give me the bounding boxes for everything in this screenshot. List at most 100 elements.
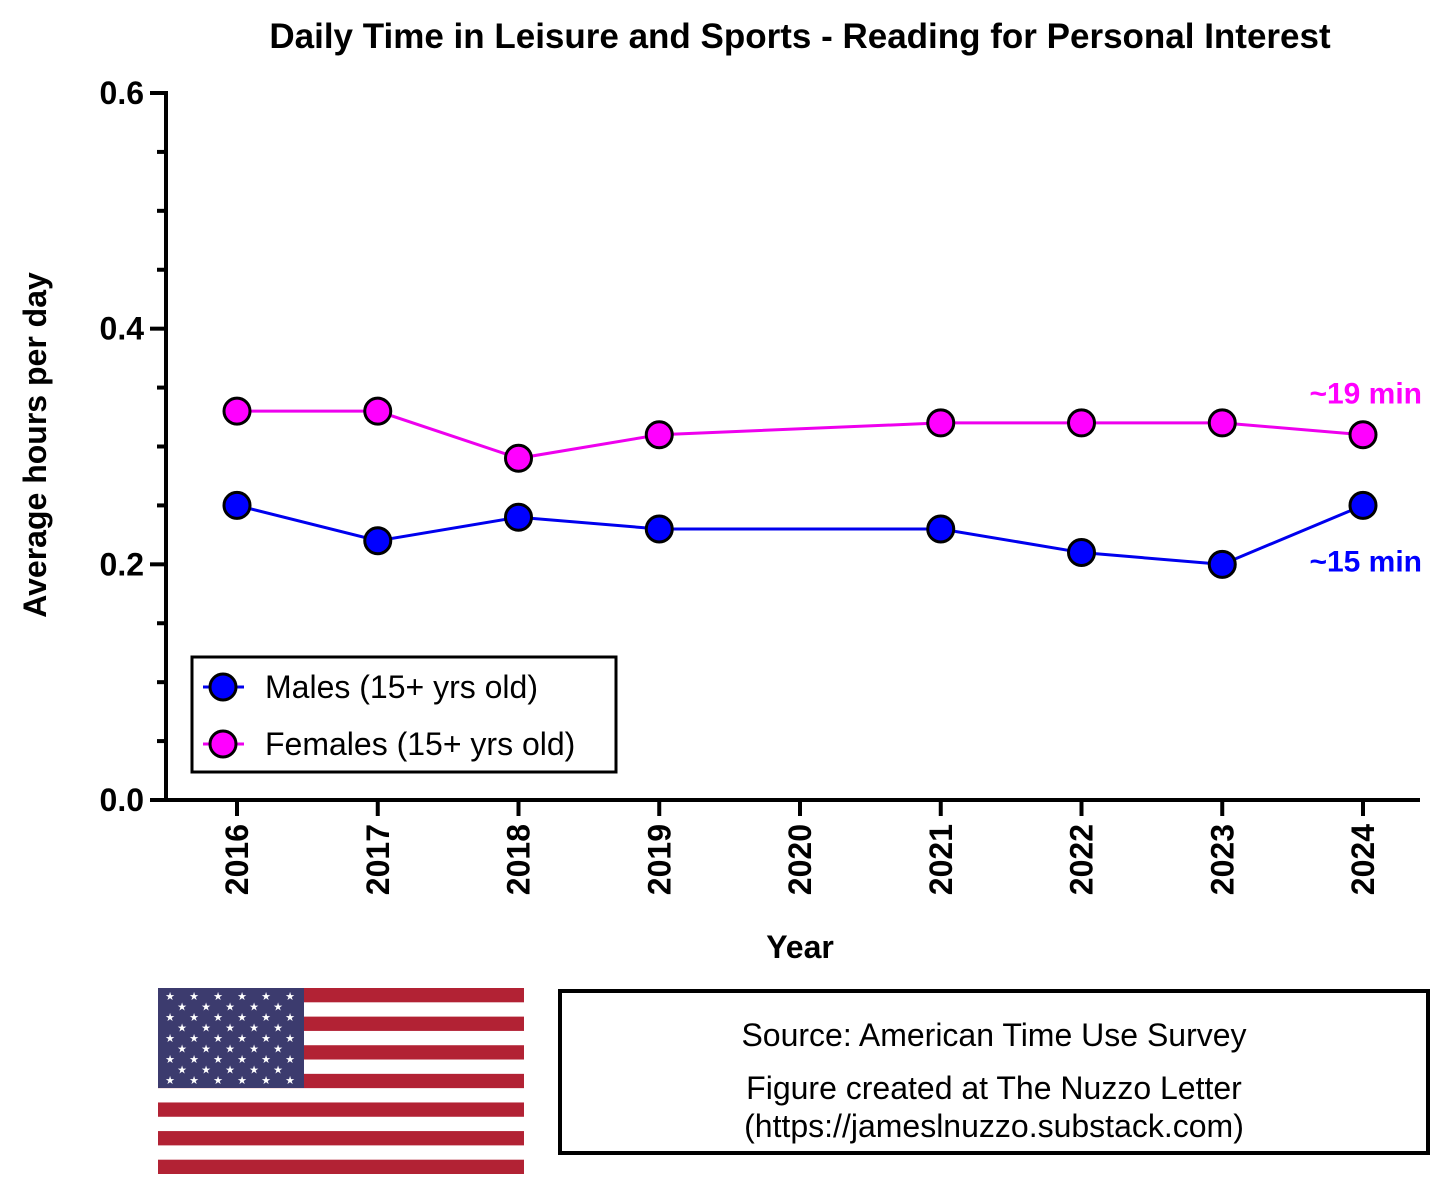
series-end-label: ~19 min [1309,378,1422,411]
series-end-label: ~15 min [1309,545,1422,578]
svg-text:★: ★ [225,1064,235,1077]
svg-text:★: ★ [213,1053,223,1066]
y-axis-title: Average hours per day [17,272,53,618]
svg-text:★: ★ [165,1032,175,1045]
svg-text:★: ★ [273,1043,283,1056]
svg-text:★: ★ [177,1001,187,1014]
x-tick-label: 2017 [360,824,396,895]
x-tick-label: 2023 [1204,824,1240,895]
credit-text: Figure created at The Nuzzo Letter [746,1070,1242,1106]
svg-text:★: ★ [237,1074,247,1087]
svg-text:★: ★ [165,990,175,1003]
data-point [222,490,252,520]
svg-text:★: ★ [225,1001,235,1014]
svg-text:★: ★ [165,1011,175,1024]
svg-text:★: ★ [285,1032,295,1045]
series-line [236,503,1364,566]
x-tick-label: 2020 [782,824,818,895]
svg-text:★: ★ [189,1053,199,1066]
svg-text:★: ★ [261,990,271,1003]
x-tick-label: 2024 [1345,824,1381,895]
svg-text:★: ★ [273,1022,283,1035]
data-point [1067,538,1096,568]
data-point [644,514,674,544]
legend-label: Males (15+ yrs old) [265,669,538,705]
legend-marker [208,672,238,702]
svg-text:★: ★ [201,1022,211,1035]
svg-text:★: ★ [249,1001,259,1014]
svg-text:★: ★ [237,1011,247,1024]
data-point [222,396,252,426]
series-line [237,409,1364,460]
svg-text:★: ★ [189,990,199,1003]
svg-text:★: ★ [285,1053,295,1066]
svg-text:★: ★ [213,1074,223,1087]
data-point [504,502,533,532]
y-tick-label: 0.6 [100,75,144,111]
svg-text:★: ★ [201,1043,211,1056]
svg-text:★: ★ [249,1043,259,1056]
svg-text:★: ★ [165,1053,175,1066]
x-tick-label: 2016 [219,824,255,895]
data-point [1067,408,1096,438]
svg-text:★: ★ [189,1011,199,1024]
svg-text:★: ★ [225,1043,235,1056]
data-point [644,420,674,450]
data-point [363,526,393,556]
svg-text:★: ★ [285,990,295,1003]
svg-text:★: ★ [249,1022,259,1035]
svg-text:★: ★ [261,1053,271,1066]
x-tick-label: 2018 [501,824,537,895]
y-tick-label: 0.0 [100,782,144,818]
legend-marker [208,729,238,759]
data-point [1207,408,1237,438]
svg-text:★: ★ [273,1001,283,1014]
legend: Males (15+ yrs old) Females (15+ yrs old) [190,655,618,774]
data-point [926,514,956,544]
credit-url: (https://jameslnuzzo.substack.com) [744,1108,1244,1144]
svg-text:★: ★ [261,1011,271,1024]
svg-text:★: ★ [177,1064,187,1077]
svg-text:★: ★ [213,1032,223,1045]
data-point [504,443,533,473]
svg-text:★: ★ [237,1053,247,1066]
svg-text:★: ★ [225,1022,235,1035]
data-point [926,408,956,438]
svg-text:★: ★ [213,1011,223,1024]
legend-label: Females (15+ yrs old) [265,726,575,762]
svg-text:★: ★ [189,1074,199,1087]
svg-text:★: ★ [273,1064,283,1077]
data-point [1348,420,1378,450]
legend-box [190,655,618,774]
svg-text:★: ★ [285,1011,295,1024]
data-point [363,396,393,426]
svg-text:★: ★ [261,1032,271,1045]
svg-text:★: ★ [201,1001,211,1014]
y-tick-label: 0.4 [100,311,145,347]
svg-text:★: ★ [237,990,247,1003]
axes: 0.0 0.2 0.4 0.6 2016 2017 2018 2019 2020 2021 2022… [100,75,1420,895]
series-layer: ~15 min ~19 min [222,378,1422,579]
svg-text:★: ★ [237,1032,247,1045]
data-point [1348,490,1378,520]
us-flag-icon: ★ ★ ★ ★ ★ ★★ ★ ★ ★ ★★ ★ ★ ★ ★ ★★ ★ ★ ★ ★★ ★ ★ ★ ★ ★★ ★ ★ ★ ★★ ★ ★ ★ ★ ★★… [158,988,524,1174]
x-tick-label: 2022 [1064,824,1100,895]
svg-text:★: ★ [249,1064,259,1077]
svg-text:★: ★ [177,1022,187,1035]
svg-text:★: ★ [189,1032,199,1045]
svg-text:★: ★ [285,1074,295,1087]
svg-text:★: ★ [177,1043,187,1056]
source-box: Source: American Time Use Survey Figure … [558,989,1430,1155]
svg-text:★: ★ [261,1074,271,1087]
line-chart: Daily Time in Leisure and Sports - Readi… [17,17,1422,965]
x-axis-title: Year [766,929,834,965]
source-text: Source: American Time Use Survey [741,1017,1247,1053]
chart-title: Daily Time in Leisure and Sports - Readi… [269,17,1331,56]
svg-text:★: ★ [165,1074,175,1087]
y-tick-label: 0.2 [100,546,144,582]
x-tick-label: 2021 [923,824,959,895]
x-tick-label: 2019 [641,824,677,895]
svg-text:★: ★ [213,990,223,1003]
svg-text:★: ★ [201,1064,211,1077]
data-point [1207,549,1237,579]
